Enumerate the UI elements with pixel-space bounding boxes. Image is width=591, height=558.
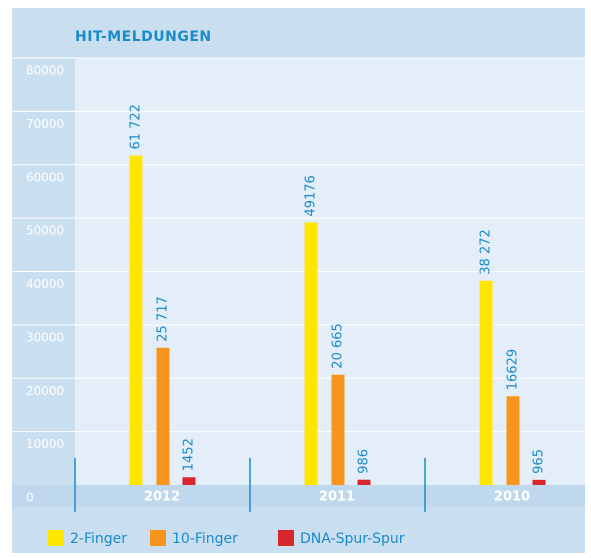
- bar: [357, 479, 371, 485]
- x-tick-label: 2010: [494, 490, 530, 505]
- y-tick-label: 80000: [26, 64, 64, 78]
- data-label: 20 665: [331, 323, 346, 369]
- data-label: 25 717: [156, 296, 171, 342]
- data-label: 986: [357, 449, 372, 474]
- y-tick-label: 60000: [26, 170, 64, 184]
- y-tick-label: 20000: [26, 384, 64, 398]
- x-axis-band: [12, 485, 585, 507]
- data-label: 965: [532, 449, 547, 474]
- legend-label: 2-Finger: [70, 531, 127, 547]
- bar: [532, 479, 546, 485]
- bar: [156, 347, 170, 485]
- data-label: 1452: [182, 438, 197, 471]
- legend-swatch: [278, 530, 294, 546]
- bar: [331, 374, 345, 485]
- legend-label: 10-Finger: [172, 531, 238, 547]
- legend-label: DNA-Spur-Spur: [300, 531, 405, 547]
- bar: [304, 222, 318, 485]
- bar: [182, 477, 196, 485]
- chart-title: HIT-MELDUNGEN: [75, 29, 212, 45]
- data-label: 16629: [506, 349, 521, 390]
- legend-swatch: [150, 530, 166, 546]
- x-tick-label: 2011: [319, 490, 355, 505]
- y-tick-label: 40000: [26, 277, 64, 291]
- bar: [129, 155, 143, 485]
- y-tick-label: 0: [26, 491, 34, 505]
- y-tick-label: 30000: [26, 330, 64, 344]
- y-tick-label: 50000: [26, 224, 64, 238]
- y-tick-label: 10000: [26, 437, 64, 451]
- bar: [506, 396, 520, 485]
- bar: [479, 280, 493, 485]
- data-label: 61 722: [129, 104, 144, 150]
- data-label: 49176: [304, 175, 319, 216]
- data-label: 38 272: [479, 229, 494, 275]
- y-tick-label: 70000: [26, 117, 64, 131]
- legend-swatch: [48, 530, 64, 546]
- x-tick-label: 2012: [144, 490, 180, 505]
